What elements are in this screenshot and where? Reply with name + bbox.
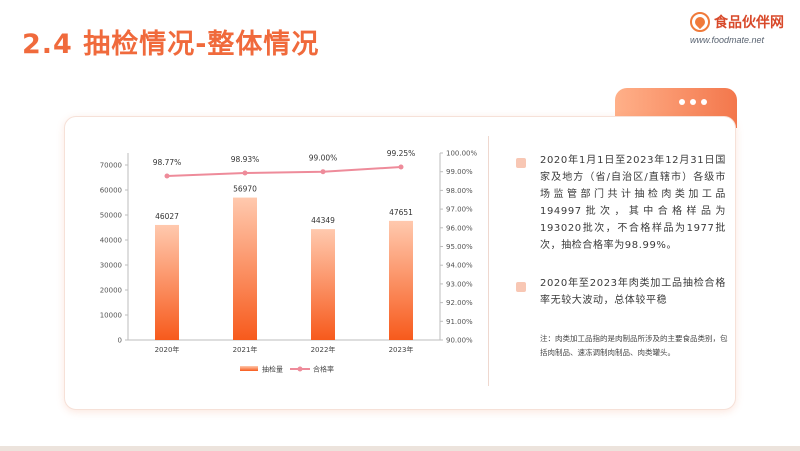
bar-value-label: 44349 [311,216,335,225]
y-right-tick-label: 100.00% [446,150,477,158]
page-title: 2.4 抽检情况-整体情况 [22,29,320,60]
x-tick-label: 2022年 [311,345,336,354]
pass-rate-label: 99.25% [387,149,416,158]
y-right-tick-label: 91.00% [446,318,473,326]
dot-icon [701,99,707,105]
x-tick-label: 2023年 [389,345,414,354]
logo-url: www.foodmate.net [690,35,765,45]
y-left-tick-label: 50000 [100,212,122,220]
logo-name: 食品伙伴网 [714,15,784,31]
bullet-icon [516,282,526,292]
bottom-bar [0,446,800,451]
bar-2020年 [155,224,179,340]
foodmate-logo[interactable]: 食品伙伴网 www.foodmate.net [690,12,790,48]
pass-rate-point [242,170,248,176]
y-left-tick-label: 60000 [100,187,122,195]
y-right-tick-label: 95.00% [446,243,473,251]
y-right-tick-label: 92.00% [446,299,473,307]
y-left-tick-label: 20000 [100,287,122,295]
x-tick-label: 2021年 [233,345,258,354]
bar-2021年 [233,197,257,340]
legend-bar-swatch [240,366,258,371]
bar-2023年 [389,220,413,340]
summary-paragraph: 2020年1月1日至2023年12月31日国家及地方（省/自治区/直辖市）各级市… [540,155,726,251]
bar-2022年 [311,229,335,340]
pass-rate-point [320,169,326,175]
pass-rate-point [164,173,170,179]
y-right-tick-label: 97.00% [446,206,473,214]
y-right-tick-label: 90.00% [446,337,473,345]
legend-line-marker [297,366,303,372]
y-right-tick-label: 93.00% [446,280,473,288]
dot-icon [679,99,685,105]
pass-rate-label: 98.77% [153,158,182,167]
trend-paragraph: 2020年至2023年肉类加工品抽检合格率无较大波动，总体较平稳 [540,278,726,306]
pass-rate-label: 98.93% [231,155,260,164]
legend-bar-label: 抽检量 [262,365,283,374]
y-right-tick-label: 96.00% [446,224,473,232]
y-right-tick-label: 98.00% [446,187,473,195]
pass-rate-line [166,166,402,178]
x-tick-label: 2020年 [155,345,180,354]
footnote: 注：肉类加工品指的是肉制品所涉及的主要食品类别，包括肉制品、速冻调制肉制品、肉类… [540,334,728,357]
pass-rate-label: 99.00% [309,154,338,163]
bar-value-label: 46027 [155,212,179,221]
bar-value-label: 56970 [233,185,257,194]
y-left-tick-label: 30000 [100,262,122,270]
legend-line-label: 合格率 [313,365,334,374]
dot-icon [690,99,696,105]
y-left-tick-label: 40000 [100,237,122,245]
y-right-tick-label: 99.00% [446,168,473,176]
bullet-icon [516,158,526,168]
y-left-tick-label: 0 [118,337,122,345]
bar-value-label: 47651 [389,208,413,217]
panel-divider [488,136,489,386]
y-left-tick-label: 70000 [100,162,122,170]
pass-rate-point [398,164,404,170]
y-left-tick-label: 10000 [100,312,122,320]
y-right-tick-label: 94.00% [446,262,473,270]
logo-mark-icon [690,12,710,32]
